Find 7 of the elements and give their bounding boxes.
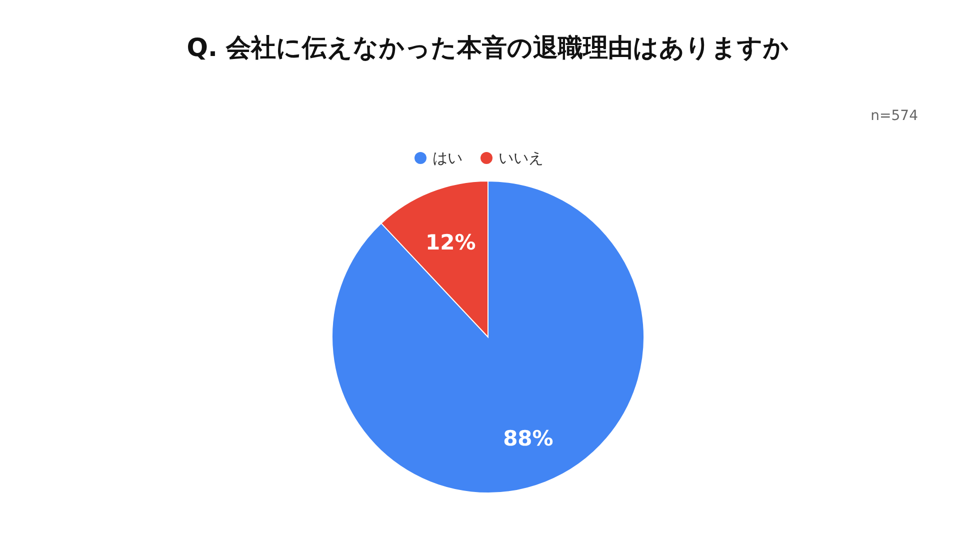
legend-label: はい bbox=[432, 149, 462, 167]
data-label: 88% bbox=[503, 426, 554, 451]
legend-label: いいえ bbox=[498, 149, 544, 167]
data-label: 12% bbox=[426, 230, 476, 255]
pie-slice bbox=[332, 180, 644, 494]
chart-title: Q. 会社に伝えなかった本音の退職理由はありますか bbox=[186, 33, 790, 62]
text: n=574 bbox=[870, 108, 918, 124]
